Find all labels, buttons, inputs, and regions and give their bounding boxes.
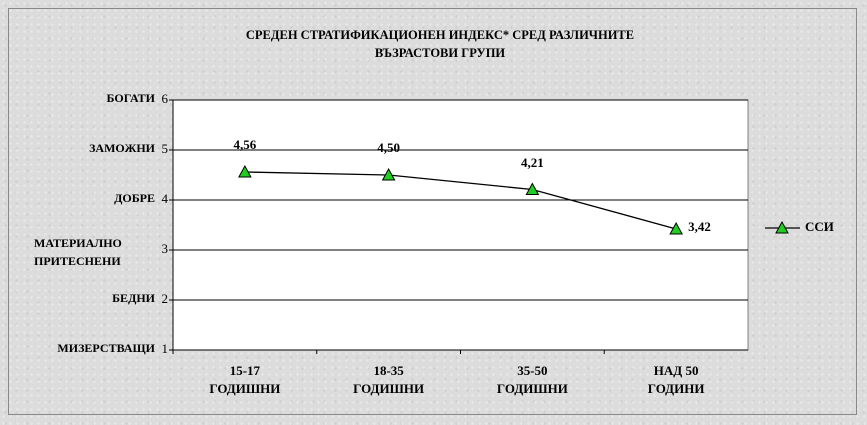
- y-tick-label: 4: [161, 191, 169, 206]
- legend-label: ССИ: [805, 219, 834, 234]
- y-level-label: ЗАМОЖНИ: [89, 141, 155, 155]
- x-tick-label: 18-35 ГОДИШНИ: [353, 363, 425, 396]
- x-tick-label: НАД 50 ГОДИНИ: [647, 363, 705, 396]
- y-tick-label: 5: [161, 141, 169, 156]
- data-label: 4,21: [521, 154, 544, 170]
- x-tick-label: 15-17 ГОДИШНИ: [209, 363, 281, 396]
- y-tick-label: 3: [161, 241, 169, 256]
- y-level-label: БЕДНИ: [112, 291, 155, 305]
- data-label: 3,42: [688, 219, 711, 234]
- y-tick-label: 1: [161, 341, 169, 356]
- chart-frame: [8, 8, 857, 415]
- series-line: [244, 171, 677, 230]
- chart-title: СРЕДЕН СТРАТИФИКАЦИОНЕН ИНДЕКС* СРЕД РАЗ…: [245, 28, 635, 60]
- marker: [669, 221, 683, 235]
- y-tick-label: 6: [161, 91, 169, 106]
- x-tick-label: 35-50 ГОДИШНИ: [496, 363, 568, 396]
- data-label: 4,56: [233, 137, 257, 152]
- data-label: 4,50: [377, 140, 400, 155]
- marker: [381, 167, 396, 181]
- legend-marker: [775, 220, 789, 234]
- y-level-label: ДОБРЕ: [114, 191, 155, 205]
- y-level-label: МИЗЕРСТВАЩИ: [57, 341, 155, 355]
- y-level-label: БОГАТИ: [106, 91, 155, 105]
- marker: [238, 164, 252, 178]
- y-level-label: МАТЕРИАЛНО ПРИТЕСНЕНИ: [34, 236, 122, 268]
- y-tick-label: 2: [161, 291, 169, 306]
- marker: [525, 182, 540, 195]
